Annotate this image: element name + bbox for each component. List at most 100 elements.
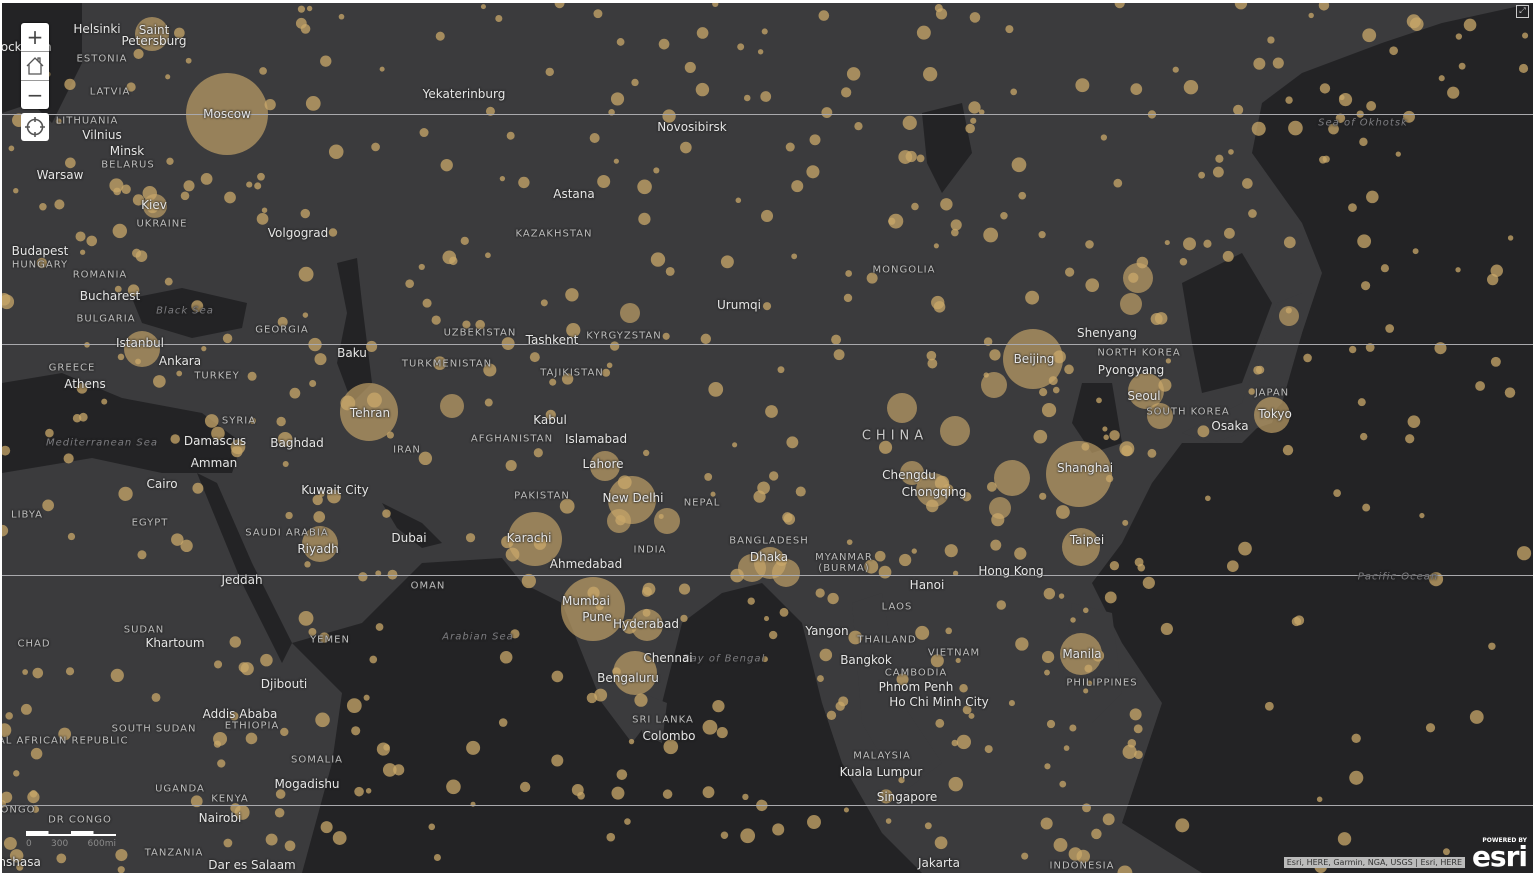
population-symbol[interactable] (577, 791, 585, 800)
population-symbol[interactable] (951, 739, 959, 747)
population-symbol[interactable] (1038, 231, 1046, 239)
population-symbol[interactable] (2, 524, 9, 537)
population-symbol[interactable] (945, 627, 953, 635)
population-symbol[interactable] (989, 349, 1001, 361)
population-symbol[interactable] (375, 623, 384, 631)
population-symbol[interactable] (112, 223, 128, 239)
population-symbol[interactable] (818, 10, 830, 21)
population-symbol[interactable] (285, 511, 293, 520)
population-symbol[interactable] (590, 451, 620, 481)
population-symbol[interactable] (16, 863, 24, 871)
population-symbol[interactable] (475, 319, 485, 330)
population-symbol[interactable] (1005, 25, 1014, 34)
population-symbol[interactable] (795, 486, 806, 497)
population-symbol[interactable] (315, 712, 330, 728)
attribution[interactable]: Esri, HERE, Garmin, NGA, USGS | Esri, HE… (1283, 857, 1465, 868)
population-symbol[interactable] (13, 770, 20, 777)
population-symbol[interactable] (887, 393, 917, 423)
population-symbol[interactable] (442, 250, 457, 265)
population-symbol[interactable] (753, 490, 766, 503)
population-symbol[interactable] (229, 711, 239, 721)
population-symbol[interactable] (981, 372, 1007, 398)
population-symbol[interactable] (1003, 329, 1063, 389)
population-symbol[interactable] (366, 340, 378, 353)
population-symbol[interactable] (594, 688, 608, 702)
population-symbol[interactable] (607, 509, 631, 533)
population-symbol[interactable] (1018, 191, 1027, 200)
population-symbol[interactable] (185, 57, 192, 64)
population-symbol[interactable] (1127, 739, 1137, 748)
population-symbol[interactable] (174, 27, 185, 39)
population-symbol[interactable] (201, 346, 207, 352)
population-symbol[interactable] (710, 491, 716, 497)
population-symbol[interactable] (135, 17, 169, 51)
population-symbol[interactable] (8, 145, 15, 152)
population-symbol[interactable] (54, 199, 65, 210)
population-symbol[interactable] (1475, 381, 1486, 391)
population-symbol[interactable] (1438, 75, 1445, 82)
population-symbol[interactable] (735, 197, 742, 204)
population-symbol[interactable] (944, 544, 958, 558)
population-symbol[interactable] (58, 727, 72, 741)
population-symbol[interactable] (180, 191, 190, 201)
population-symbol[interactable] (1000, 211, 1008, 220)
population-symbol[interactable] (280, 727, 289, 737)
population-symbol[interactable] (29, 790, 38, 798)
population-symbol[interactable] (1303, 353, 1312, 363)
population-symbol[interactable] (164, 277, 173, 286)
population-symbol[interactable] (256, 212, 269, 225)
population-symbol[interactable] (545, 409, 556, 420)
population-symbol[interactable] (631, 609, 663, 641)
population-symbol[interactable] (32, 805, 40, 813)
population-symbol[interactable] (1039, 388, 1048, 397)
population-symbol[interactable] (986, 481, 997, 492)
population-symbol[interactable] (3, 836, 17, 850)
population-symbol[interactable] (931, 295, 945, 310)
population-symbol[interactable] (309, 380, 317, 388)
population-symbol[interactable] (305, 96, 321, 111)
population-symbol[interactable] (213, 731, 228, 746)
population-symbol[interactable] (1021, 852, 1029, 860)
population-symbol[interactable] (485, 252, 491, 259)
population-symbol[interactable] (346, 698, 362, 714)
population-symbol[interactable] (485, 106, 495, 116)
population-symbol[interactable] (190, 795, 203, 808)
population-symbol[interactable] (257, 172, 265, 181)
population-symbol[interactable] (768, 630, 778, 640)
population-symbol[interactable] (1361, 281, 1371, 291)
population-symbol[interactable] (1096, 397, 1102, 404)
population-symbol[interactable] (712, 699, 725, 713)
population-symbol[interactable] (737, 43, 745, 51)
population-symbol[interactable] (608, 109, 615, 116)
population-symbol[interactable] (1348, 203, 1357, 212)
population-symbol[interactable] (200, 173, 213, 185)
population-symbol[interactable] (1075, 78, 1090, 93)
population-symbol[interactable] (65, 667, 75, 676)
population-symbol[interactable] (495, 14, 503, 23)
population-symbol[interactable] (1253, 57, 1266, 70)
population-symbol[interactable] (826, 710, 837, 721)
population-symbol[interactable] (1349, 770, 1364, 785)
population-symbol[interactable] (970, 117, 977, 124)
population-symbol[interactable] (143, 194, 167, 218)
population-symbol[interactable] (379, 66, 385, 72)
population-symbol[interactable] (328, 228, 338, 237)
population-symbol[interactable] (951, 228, 959, 237)
population-symbol[interactable] (983, 337, 993, 346)
population-symbol[interactable] (217, 759, 226, 768)
population-symbol[interactable] (308, 627, 317, 636)
population-symbol[interactable] (1120, 293, 1142, 315)
population-symbol[interactable] (1046, 441, 1112, 507)
population-symbol[interactable] (845, 270, 853, 277)
population-symbol[interactable] (1040, 817, 1053, 830)
population-symbol[interactable] (1183, 80, 1199, 95)
population-symbol[interactable] (1008, 700, 1015, 707)
population-symbol[interactable] (641, 586, 652, 597)
population-symbol[interactable] (254, 182, 262, 190)
population-symbol[interactable] (566, 322, 581, 338)
population-symbol[interactable] (1282, 444, 1294, 456)
population-symbol[interactable] (902, 115, 917, 130)
population-symbol[interactable] (338, 13, 345, 20)
population-symbol[interactable] (498, 718, 508, 727)
population-symbol[interactable] (846, 67, 861, 81)
